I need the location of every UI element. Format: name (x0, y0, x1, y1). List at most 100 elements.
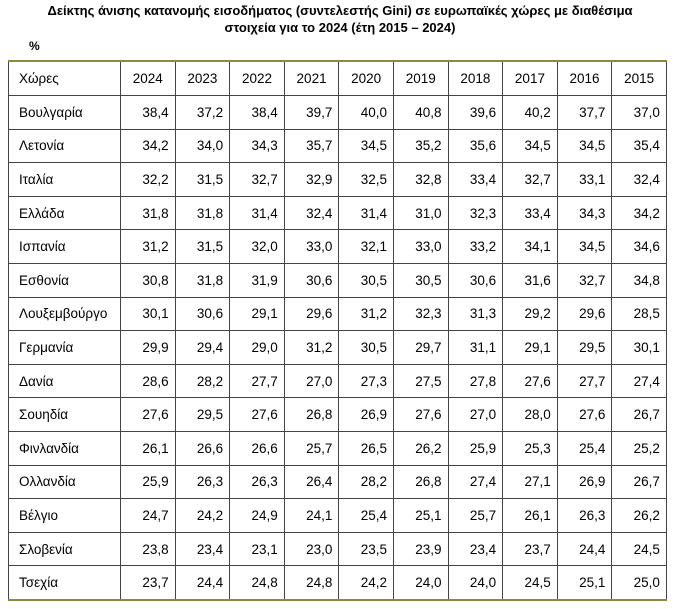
table-header-row: Χώρες 2024 2023 2022 2021 2020 2019 2018 2017 201… (8, 60, 667, 96)
table-row: Εσθονία 30,8 31,8 31,9 30,6 30,5 30,5 30,6 31,6 3… (8, 262, 667, 298)
gini-value-cell: 26,2 (392, 430, 449, 466)
gini-value-cell: 29,6 (556, 296, 613, 332)
country-cell: Λουξεμβούργο (8, 296, 121, 332)
gini-value-cell: 27,7 (556, 363, 613, 399)
gini-value-cell: 26,3 (556, 498, 613, 533)
gini-value-cell: 24,4 (174, 565, 231, 601)
table-row: Τσεχία 23,7 24,4 24,8 24,8 24,2 24,0 24,0 24,5 25… (8, 565, 667, 601)
gini-value-cell: 31,2 (120, 229, 176, 264)
gini-value-cell: 28,5 (611, 296, 667, 332)
gini-value-cell: 32,3 (447, 195, 504, 231)
gini-value-cell: 27,4 (611, 363, 667, 399)
gini-value-cell: 29,5 (556, 330, 613, 365)
column-header-year: 2019 (392, 60, 449, 96)
gini-value-cell: 24,9 (229, 498, 285, 533)
gini-value-cell: 30,5 (338, 262, 394, 298)
gini-value-cell: 35,6 (447, 128, 504, 164)
gini-value-cell: 30,8 (120, 262, 176, 298)
gini-value-cell: 24,5 (502, 565, 558, 601)
gini-value-cell: 27,0 (447, 397, 504, 432)
gini-value-cell: 25,7 (447, 498, 504, 533)
gini-value-cell: 26,9 (338, 397, 394, 432)
table-row: Λουξεμβούργο 30,1 30,6 29,1 29,6 31,2 32,3 31,3… (8, 296, 667, 332)
gini-value-cell: 32,3 (392, 296, 449, 332)
page-title: Δείκτης άνισης κατανομής εισοδήματος (συ… (0, 2, 680, 36)
country-cell: Βέλγιο (8, 498, 121, 533)
gini-value-cell: 23,9 (392, 531, 449, 567)
gini-value-cell: 39,6 (447, 95, 504, 130)
gini-value-cell: 29,1 (502, 330, 558, 365)
gini-value-cell: 26,6 (229, 430, 285, 466)
gini-value-cell: 30,6 (283, 262, 340, 298)
title-line-2: στοιχεία για το 2024 (έτη 2015 – 2024) (224, 20, 456, 35)
country-cell: Βουλγαρία (8, 95, 121, 130)
title-line-1: Δείκτης άνισης κατανομής εισοδήματος (συ… (47, 3, 633, 18)
gini-value-cell: 26,5 (338, 430, 394, 466)
gini-value-cell: 24,5 (611, 531, 667, 567)
gini-value-cell: 35,2 (392, 128, 449, 164)
column-header-year: 2022 (229, 60, 285, 96)
table-row: Βουλγαρία 38,4 37,2 38,4 39,7 40,0 40,8 39,6 40,… (8, 95, 667, 130)
gini-value-cell: 23,0 (283, 531, 340, 567)
gini-value-cell: 40,2 (502, 95, 558, 130)
gini-value-cell: 38,4 (120, 95, 176, 130)
gini-value-cell: 30,6 (447, 262, 504, 298)
gini-value-cell: 24,4 (556, 531, 613, 567)
column-header-year: 2018 (447, 60, 504, 96)
gini-value-cell: 34,8 (611, 262, 667, 298)
gini-value-cell: 34,5 (556, 128, 613, 164)
gini-value-cell: 40,8 (392, 95, 449, 130)
gini-value-cell: 33,2 (447, 229, 504, 264)
table-row: Λετονία 34,2 34,0 34,3 35,7 34,5 35,2 35,6 34,5 3… (8, 128, 667, 164)
table-row: Ισπανία 31,2 31,5 32,0 33,0 32,1 33,0 33,2 34,1 3… (8, 229, 667, 264)
gini-value-cell: 31,9 (229, 262, 285, 298)
gini-value-cell: 33,0 (283, 229, 340, 264)
gini-value-cell: 26,4 (283, 464, 340, 500)
gini-value-cell: 32,0 (229, 229, 285, 264)
gini-value-cell: 27,8 (447, 363, 504, 399)
gini-value-cell: 33,4 (502, 195, 558, 231)
country-cell: Φινλανδία (8, 430, 121, 466)
gini-value-cell: 23,4 (447, 531, 504, 567)
gini-value-cell: 26,6 (174, 430, 231, 466)
gini-value-cell: 23,8 (120, 531, 176, 567)
gini-value-cell: 24,8 (283, 565, 340, 601)
gini-table: Χώρες 2024 2023 2022 2021 2020 2019 2018 2017 201… (8, 60, 667, 601)
country-cell: Δανία (8, 363, 121, 399)
gini-value-cell: 31,3 (447, 296, 504, 332)
gini-value-cell: 27,7 (229, 363, 285, 399)
gini-value-cell: 34,2 (611, 195, 667, 231)
gini-value-cell: 26,3 (229, 464, 285, 500)
column-header-year: 2020 (338, 60, 394, 96)
gini-value-cell: 31,5 (174, 229, 231, 264)
gini-value-cell: 24,2 (174, 498, 231, 533)
gini-value-cell: 29,5 (174, 397, 231, 432)
gini-value-cell: 33,0 (392, 229, 449, 264)
country-cell: Σουηδία (8, 397, 121, 432)
gini-value-cell: 23,5 (338, 531, 394, 567)
gini-value-cell: 26,2 (611, 498, 667, 533)
gini-value-cell: 40,0 (338, 95, 394, 130)
gini-value-cell: 33,4 (447, 162, 504, 197)
gini-value-cell: 23,7 (120, 565, 176, 601)
gini-value-cell: 28,6 (120, 363, 176, 399)
column-header-year: 2015 (611, 60, 667, 96)
gini-value-cell: 34,6 (611, 229, 667, 264)
gini-value-cell: 30,1 (611, 330, 667, 365)
gini-value-cell: 29,0 (229, 330, 285, 365)
gini-value-cell: 27,6 (229, 397, 285, 432)
gini-value-cell: 26,7 (611, 464, 667, 500)
gini-value-cell: 27,0 (283, 363, 340, 399)
gini-value-cell: 28,0 (502, 397, 558, 432)
gini-value-cell: 24,8 (229, 565, 285, 601)
gini-value-cell: 25,1 (392, 498, 449, 533)
gini-value-cell: 27,6 (120, 397, 176, 432)
gini-value-cell: 32,4 (611, 162, 667, 197)
column-header-year: 2021 (283, 60, 340, 96)
gini-value-cell: 29,6 (283, 296, 340, 332)
gini-value-cell: 28,2 (174, 363, 231, 399)
gini-value-cell: 34,3 (556, 195, 613, 231)
gini-value-cell: 25,9 (447, 430, 504, 466)
gini-value-cell: 23,4 (174, 531, 231, 567)
country-cell: Σλοβενία (8, 531, 121, 567)
